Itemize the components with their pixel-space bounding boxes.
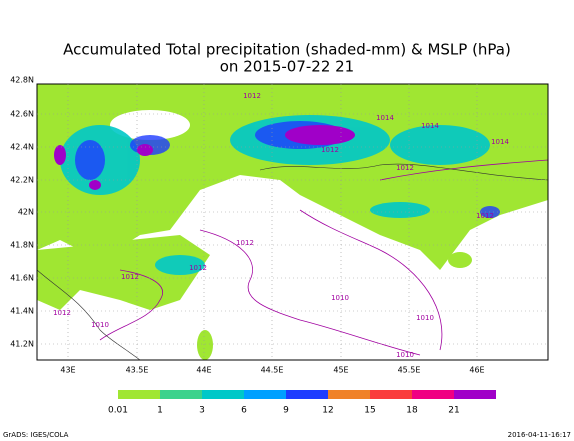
lat-label: 42.6N — [10, 110, 34, 119]
contour-label: 1012 — [321, 146, 339, 154]
footer-right: 2016-04-11-16:17 — [508, 431, 571, 439]
colorbar-label: 12 — [322, 406, 333, 416]
contour-label: 1010 — [396, 351, 414, 359]
lon-label: 46E — [469, 366, 484, 375]
colorbar-label: 1 — [157, 406, 163, 416]
contour-label: 1012 — [236, 239, 254, 247]
contour-label: 1012 — [476, 212, 494, 220]
colorbar-label: 18 — [406, 406, 418, 416]
lon-label: 44.5E — [261, 366, 284, 375]
title: Accumulated Total precipitation (shaded-… — [63, 41, 511, 59]
map-frame — [36, 83, 549, 361]
contour-label: 1012 — [396, 164, 414, 172]
map-area — [36, 83, 549, 361]
borders — [36, 163, 549, 361]
lat-label: 42.4N — [10, 143, 34, 152]
colorbar-swatch — [412, 390, 454, 399]
lon-label: 45E — [333, 366, 348, 375]
colorbar-swatch — [370, 390, 412, 399]
contour-label: 1012 — [53, 309, 71, 317]
lon-label: 44E — [196, 366, 211, 375]
contour-label: 1010 — [331, 294, 349, 302]
footer-left: GrADS: IGES/COLA — [3, 431, 69, 439]
colorbar-swatch — [244, 390, 286, 399]
contour-label: 1010 — [416, 314, 434, 322]
colorbar-label: 9 — [283, 406, 289, 416]
lat-label: 42.2N — [10, 176, 34, 185]
colorbar-label: 6 — [241, 406, 247, 416]
colorbar-label: 21 — [448, 406, 459, 416]
colorbar-swatch — [160, 390, 202, 399]
lat-label: 41.2N — [10, 340, 34, 349]
lon-label: 43.5E — [126, 366, 149, 375]
colorbar-label: 15 — [364, 406, 375, 416]
lat-label: 42N — [18, 208, 34, 217]
colorbar-swatch — [328, 390, 370, 399]
lat-label: 41.4N — [10, 307, 34, 316]
contour-label: 1012 — [243, 92, 261, 100]
colorbar-label: 0.01 — [108, 406, 128, 416]
colorbar-swatch — [118, 390, 160, 399]
contour-label: 1012 — [121, 273, 139, 281]
contour-label: 1014 — [376, 114, 394, 122]
colorbar-swatch — [454, 390, 496, 399]
lat-label: 42.8N — [10, 76, 34, 85]
lat-label: 41.8N — [10, 241, 34, 250]
precip-extreme — [54, 125, 355, 190]
colorbar-swatch — [286, 390, 328, 399]
contour-label: 1012 — [189, 264, 207, 272]
isobars — [99, 159, 549, 356]
contour-label: 1014 — [491, 138, 509, 146]
colorbar-label: 3 — [199, 406, 205, 416]
contour-label: 1010 — [91, 321, 109, 329]
contour-label: 1014 — [421, 122, 439, 130]
subtitle: on 2015-07-22 21 — [220, 58, 354, 76]
lon-label: 43E — [60, 366, 75, 375]
lat-label: 41.6N — [10, 274, 34, 283]
lon-label: 45.5E — [398, 366, 421, 375]
colorbar-swatch — [202, 390, 244, 399]
